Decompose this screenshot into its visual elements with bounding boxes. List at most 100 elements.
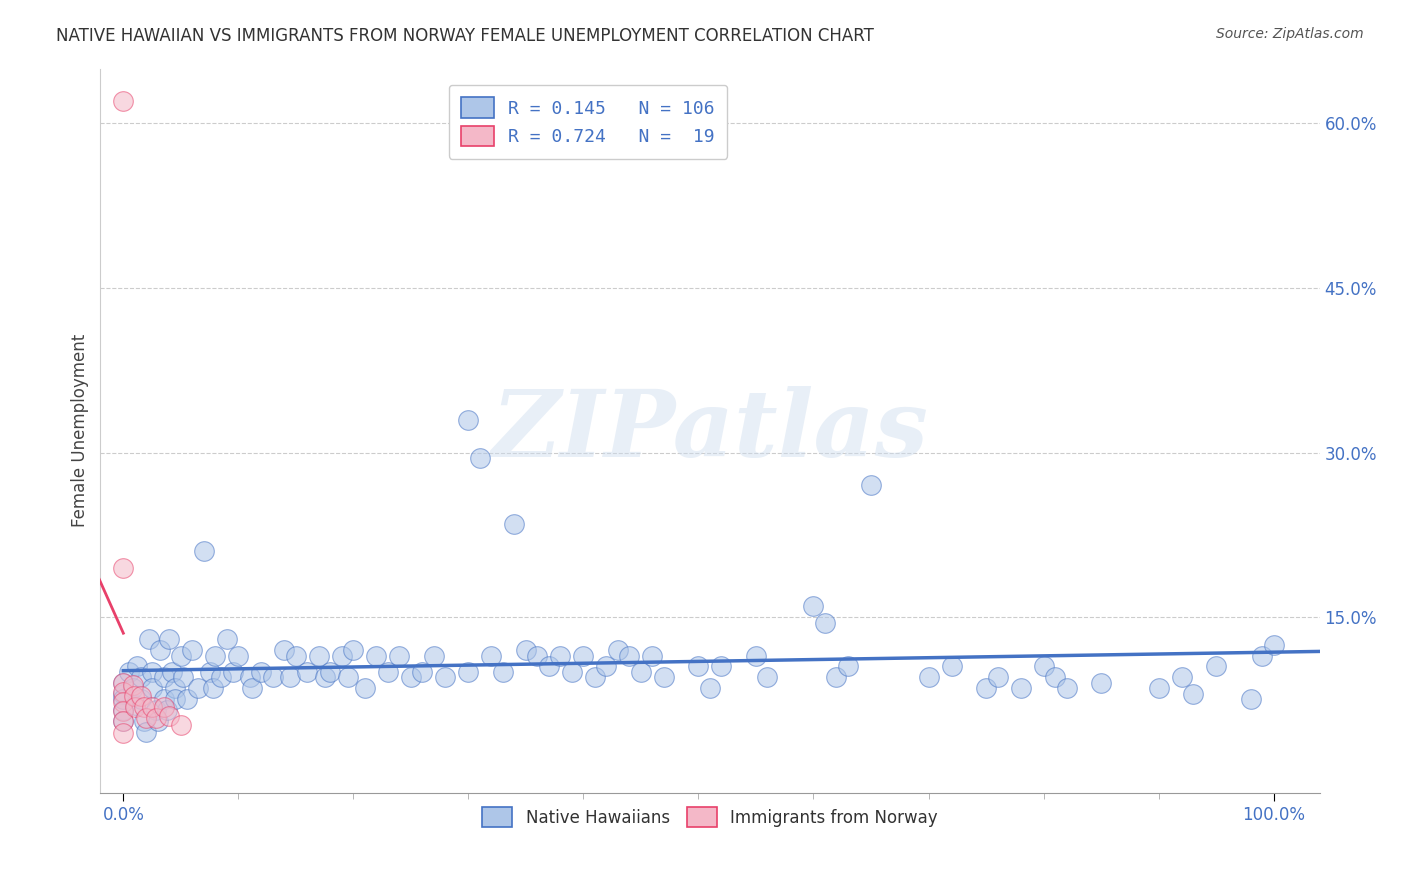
Point xyxy=(1090,676,1112,690)
Point xyxy=(135,725,157,739)
Point xyxy=(240,681,263,696)
Point xyxy=(112,695,135,709)
Point xyxy=(595,659,617,673)
Point xyxy=(145,711,167,725)
Point xyxy=(1251,648,1274,663)
Point xyxy=(411,665,433,679)
Point xyxy=(336,670,359,684)
Point xyxy=(572,648,595,663)
Point xyxy=(121,678,143,692)
Point xyxy=(354,681,377,696)
Point xyxy=(688,659,710,673)
Point xyxy=(112,560,135,574)
Point xyxy=(457,665,479,679)
Point xyxy=(284,648,307,663)
Point xyxy=(209,670,232,684)
Y-axis label: Female Unemployment: Female Unemployment xyxy=(72,334,89,527)
Point xyxy=(112,714,135,729)
Point xyxy=(170,648,193,663)
Point xyxy=(112,714,135,729)
Point xyxy=(583,670,606,684)
Point xyxy=(124,698,146,712)
Point xyxy=(112,703,135,717)
Point xyxy=(986,670,1008,684)
Point xyxy=(152,692,174,706)
Point xyxy=(124,700,146,714)
Point xyxy=(492,665,515,679)
Point xyxy=(1056,681,1078,696)
Text: ZIPatlas: ZIPatlas xyxy=(492,385,928,475)
Point xyxy=(561,665,583,679)
Text: Source: ZipAtlas.com: Source: ZipAtlas.com xyxy=(1216,27,1364,41)
Point xyxy=(152,700,174,714)
Point xyxy=(1263,638,1285,652)
Point xyxy=(138,632,160,646)
Point xyxy=(193,544,215,558)
Point xyxy=(537,659,560,673)
Point xyxy=(273,643,295,657)
Point xyxy=(619,648,641,663)
Point xyxy=(112,676,135,690)
Point xyxy=(526,648,548,663)
Point xyxy=(941,659,963,673)
Point xyxy=(170,717,193,731)
Point xyxy=(630,665,652,679)
Legend: Native Hawaiians, Immigrants from Norway: Native Hawaiians, Immigrants from Norway xyxy=(474,799,946,835)
Point xyxy=(457,412,479,426)
Point xyxy=(127,659,149,673)
Point xyxy=(745,648,768,663)
Point xyxy=(141,700,163,714)
Point xyxy=(366,648,388,663)
Point xyxy=(481,648,503,663)
Point xyxy=(607,643,630,657)
Point xyxy=(699,681,721,696)
Point xyxy=(1170,670,1192,684)
Point xyxy=(132,700,155,714)
Point xyxy=(278,670,301,684)
Point xyxy=(112,684,135,698)
Point xyxy=(330,648,353,663)
Point xyxy=(215,632,238,646)
Point xyxy=(1032,659,1054,673)
Point xyxy=(859,478,882,492)
Point xyxy=(129,689,152,703)
Point xyxy=(122,689,145,703)
Point xyxy=(515,643,537,657)
Point xyxy=(388,648,411,663)
Point xyxy=(135,711,157,725)
Point xyxy=(152,670,174,684)
Point xyxy=(145,703,167,717)
Point xyxy=(837,659,859,673)
Point xyxy=(314,670,336,684)
Point xyxy=(974,681,997,696)
Point xyxy=(756,670,779,684)
Point xyxy=(1010,681,1032,696)
Point xyxy=(399,670,422,684)
Point xyxy=(1147,681,1170,696)
Point xyxy=(187,681,209,696)
Point xyxy=(342,643,364,657)
Point xyxy=(132,714,155,729)
Point xyxy=(221,665,243,679)
Point xyxy=(434,670,457,684)
Point xyxy=(112,95,135,109)
Point xyxy=(1205,659,1227,673)
Point xyxy=(129,692,152,706)
Point xyxy=(176,692,198,706)
Point xyxy=(129,670,152,684)
Point xyxy=(297,665,319,679)
Point xyxy=(157,632,180,646)
Point xyxy=(160,665,183,679)
Point xyxy=(198,665,221,679)
Point xyxy=(814,615,837,630)
Point xyxy=(319,665,342,679)
Point xyxy=(121,681,143,696)
Point xyxy=(1043,670,1066,684)
Point xyxy=(141,681,163,696)
Point xyxy=(112,726,135,740)
Point xyxy=(377,665,399,679)
Point xyxy=(165,681,187,696)
Point xyxy=(228,648,250,663)
Point xyxy=(202,681,225,696)
Point xyxy=(112,692,135,706)
